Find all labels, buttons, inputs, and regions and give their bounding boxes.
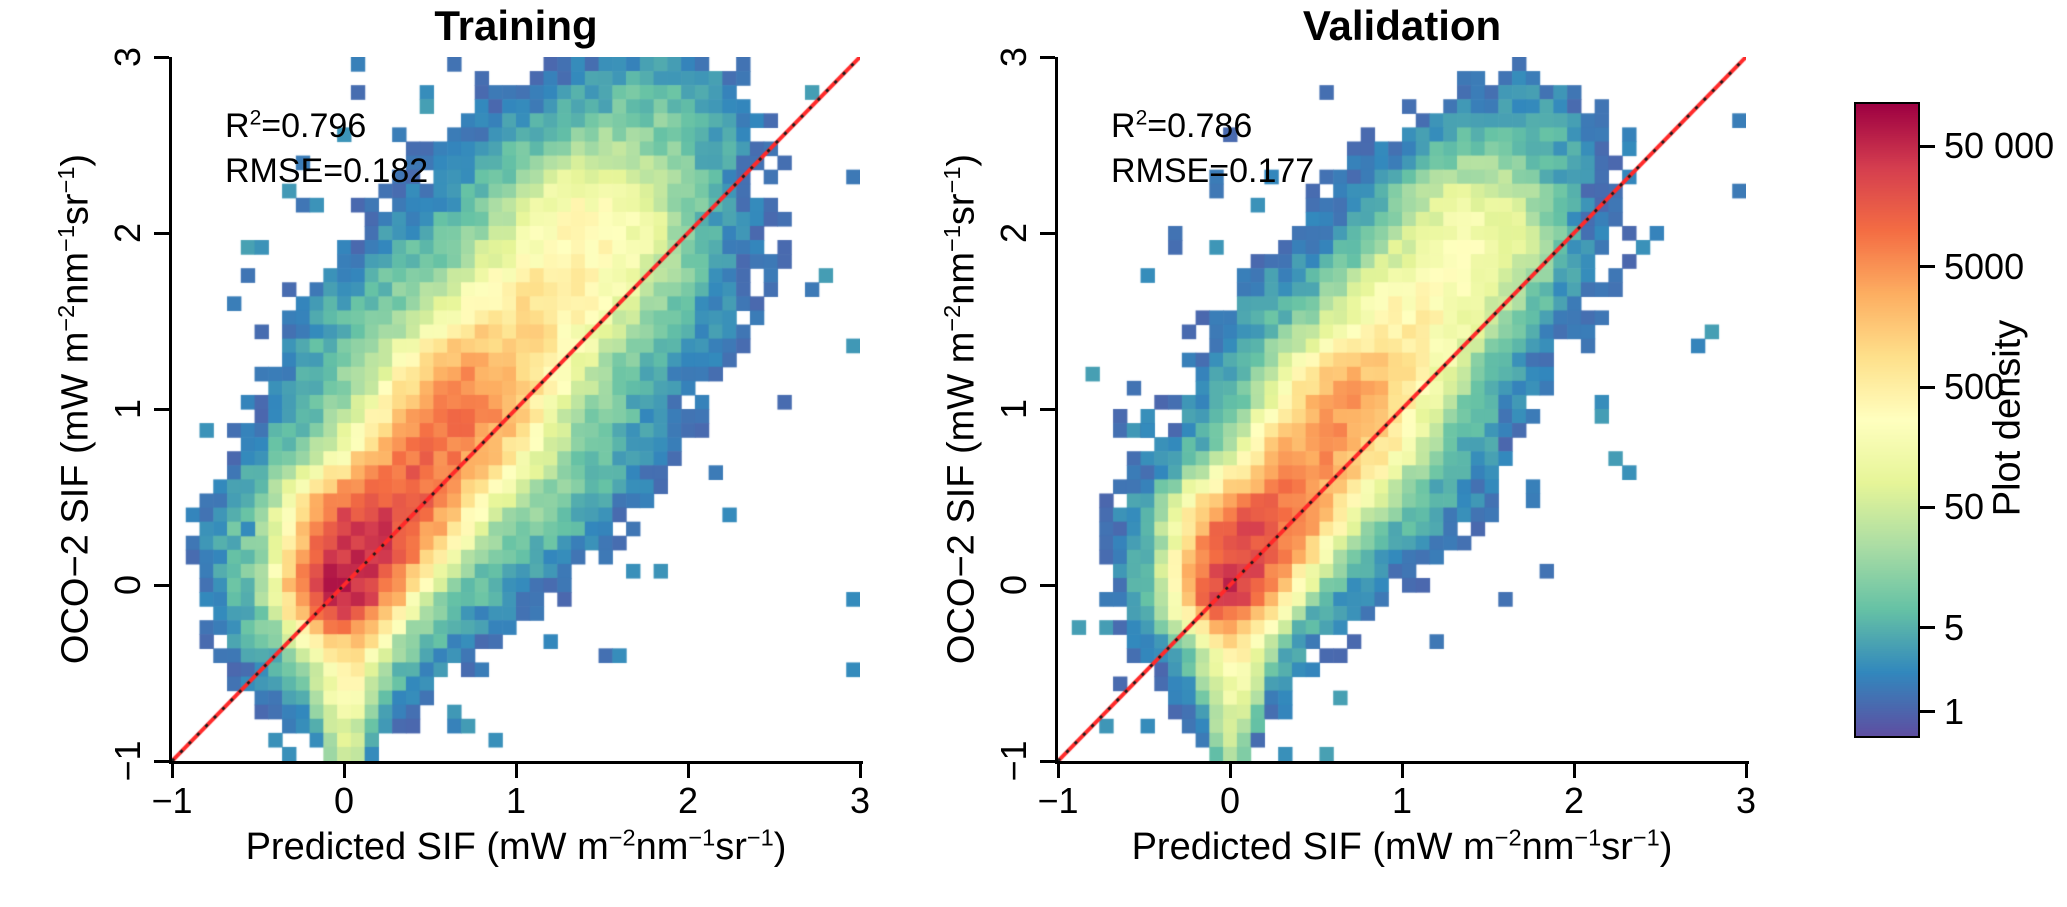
training-y-axis-line <box>169 57 172 764</box>
x-tick-mark <box>170 764 174 778</box>
training-title: Training <box>434 2 598 49</box>
y-tick-label: 2 <box>107 222 148 244</box>
y-tick-label: −1 <box>993 740 1034 782</box>
validation-panel: Validation R2=0.786 RMSE=0.177 Predicted… <box>886 0 1772 907</box>
validation-stats: R2=0.786 RMSE=0.177 <box>1111 104 1314 194</box>
colorbar-tick-label: 50 000 <box>1944 125 2055 167</box>
x-tick-label: 2 <box>1563 780 1585 821</box>
training-density-canvas <box>172 57 860 761</box>
x-tick-mark <box>1056 764 1060 778</box>
validation-y-axis-title: OCO−2 SIF (mW m−2nm−1sr−1) <box>938 153 983 665</box>
x-tick-label: 1 <box>505 780 527 821</box>
training-plot-area <box>172 57 860 761</box>
validation-density-canvas <box>1058 57 1746 761</box>
training-y-axis-title: OCO−2 SIF (mW m−2nm−1sr−1) <box>52 153 97 665</box>
colorbar-tick-label: 5000 <box>1944 245 2025 287</box>
validation-plot-area <box>1058 57 1746 761</box>
x-tick-mark <box>686 764 690 778</box>
x-tick-label: −1 <box>151 780 193 821</box>
colorbar-tick-mark <box>1920 385 1935 389</box>
y-tick-mark <box>154 407 169 411</box>
validation-title: Validation <box>1302 2 1502 49</box>
y-tick-label: −1 <box>107 740 148 782</box>
x-tick-mark <box>858 764 862 778</box>
training-stats: R2=0.796 RMSE=0.182 <box>225 104 428 194</box>
training-x-axis-line <box>169 761 863 764</box>
colorbar-tick-label: 5 <box>1944 606 1965 648</box>
validation-x-axis-line <box>1055 761 1749 764</box>
y-tick-mark <box>1040 231 1055 235</box>
colorbar <box>1854 102 1920 738</box>
colorbar-tick-label: 50 <box>1944 486 1985 528</box>
y-tick-mark <box>154 583 169 587</box>
y-tick-mark <box>1040 407 1055 411</box>
x-tick-label: 0 <box>1219 780 1241 821</box>
colorbar-tick-label: 1 <box>1944 690 1965 732</box>
colorbar-tick-mark <box>1920 626 1935 630</box>
colorbar-tick-mark <box>1920 265 1935 269</box>
y-tick-mark <box>154 231 169 235</box>
colorbar-gradient <box>1856 104 1918 736</box>
training-x-axis-title: Predicted SIF (mW m−2nm−1sr−1) <box>245 824 787 868</box>
validation-y-axis-line <box>1055 57 1058 764</box>
training-panel: Training R2=0.796 RMSE=0.182 Predicted S… <box>0 0 886 907</box>
y-tick-label: 0 <box>107 574 148 596</box>
x-tick-mark <box>1572 764 1576 778</box>
colorbar-tick-mark <box>1920 144 1935 148</box>
x-tick-label: 0 <box>333 780 355 821</box>
training-r-squared-text: R2=0.796 <box>225 106 367 145</box>
colorbar-tick-label: 500 <box>1944 366 2005 408</box>
x-tick-label: 3 <box>1735 780 1757 821</box>
y-tick-label: 1 <box>107 398 148 420</box>
y-tick-mark <box>154 759 169 763</box>
y-tick-mark <box>1040 55 1055 59</box>
validation-x-axis-title: Predicted SIF (mW m−2nm−1sr−1) <box>1131 824 1673 868</box>
colorbar-label: Plot density <box>1986 319 2029 517</box>
y-tick-mark <box>1040 759 1055 763</box>
training-rmse-text: RMSE=0.182 <box>225 151 429 190</box>
y-tick-label: 2 <box>993 222 1034 244</box>
colorbar-tick-mark <box>1920 505 1935 509</box>
y-tick-label: 3 <box>107 46 148 68</box>
x-tick-label: −1 <box>1037 780 1079 821</box>
x-tick-mark <box>514 764 518 778</box>
x-tick-label: 1 <box>1391 780 1413 821</box>
x-tick-mark <box>1400 764 1404 778</box>
x-tick-label: 3 <box>849 780 871 821</box>
colorbar-tick-mark <box>1920 710 1935 714</box>
y-tick-mark <box>154 55 169 59</box>
y-tick-label: 1 <box>993 398 1034 420</box>
y-tick-mark <box>1040 583 1055 587</box>
y-tick-label: 0 <box>993 574 1034 596</box>
validation-rmse-text: RMSE=0.177 <box>1111 151 1315 190</box>
y-tick-label: 3 <box>993 46 1034 68</box>
x-tick-mark <box>342 764 346 778</box>
validation-r-squared-text: R2=0.786 <box>1111 106 1253 145</box>
x-tick-mark <box>1228 764 1232 778</box>
x-tick-label: 2 <box>677 780 699 821</box>
x-tick-mark <box>1744 764 1748 778</box>
